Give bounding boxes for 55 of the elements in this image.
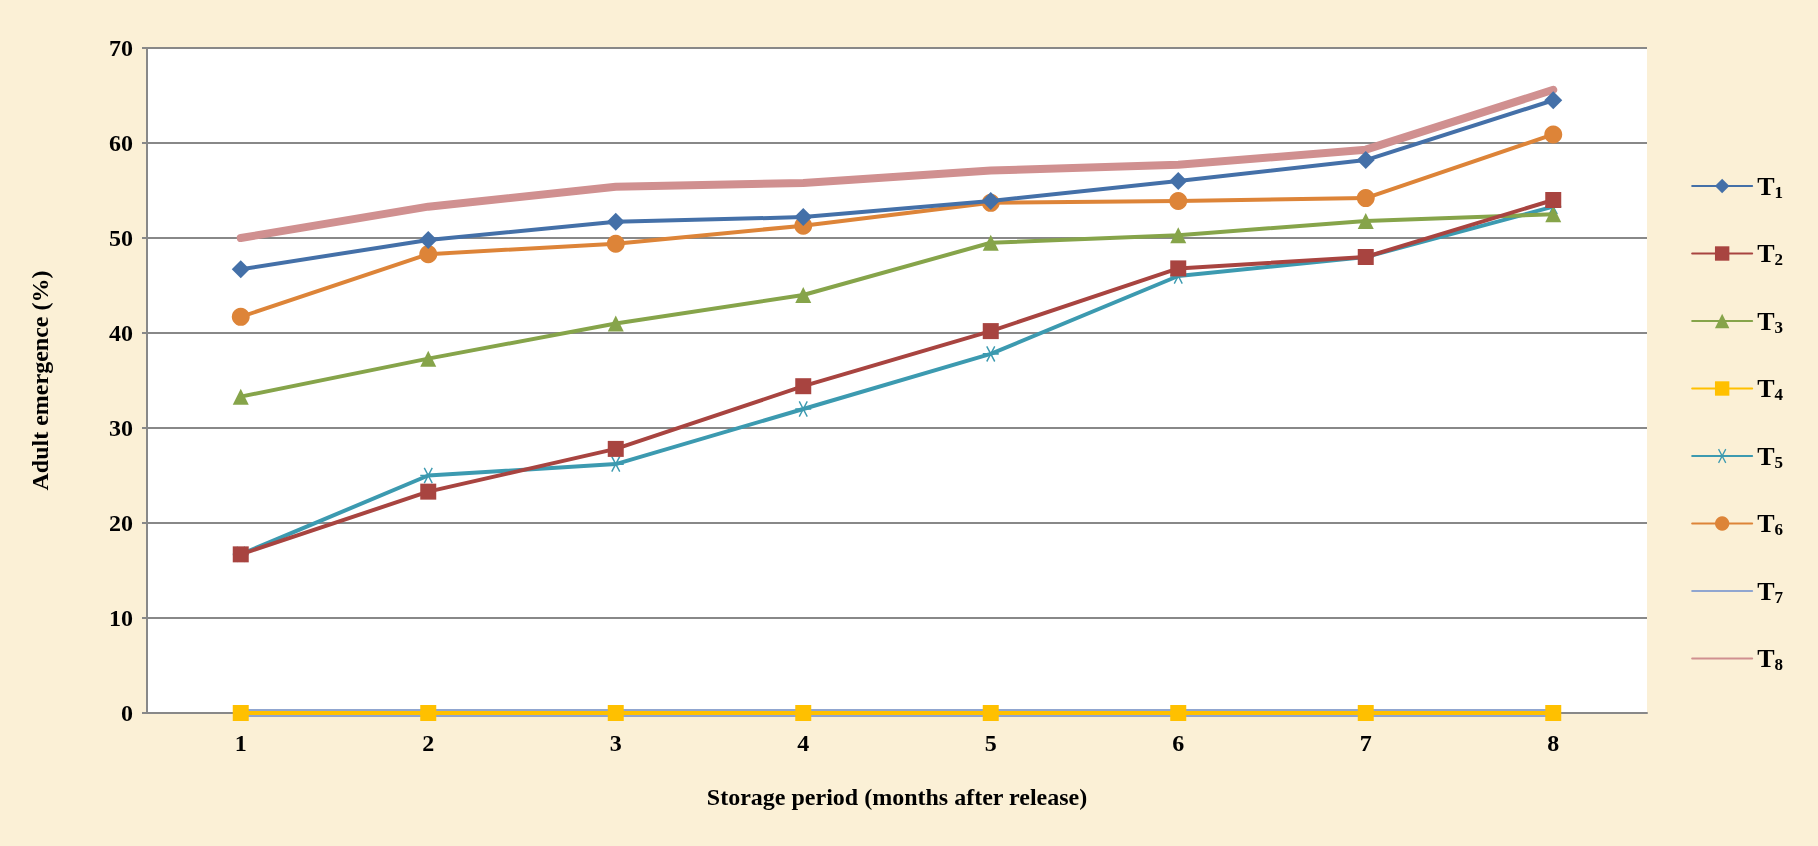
point [1544,91,1563,110]
x-tick-label: 4 [797,730,810,756]
point [1170,260,1187,277]
point [419,245,438,264]
y-tick-label: 20 [109,510,133,536]
x-tick-label: 7 [1359,730,1372,756]
point [1545,705,1562,721]
point [1545,192,1562,208]
y-tick-label: 10 [109,605,133,631]
point [1169,172,1188,190]
point [795,401,812,417]
point [1356,151,1375,170]
x-tick-label: 6 [1172,730,1185,756]
point [1170,705,1187,721]
point [982,705,999,721]
point [795,378,812,395]
x-tick-label: 5 [984,730,997,756]
point [607,315,624,332]
y-axis-title: Adult emergence (%) [27,270,53,491]
point [1544,125,1563,144]
x-axis-title: Storage period (months after release) [706,784,1088,810]
point [1169,191,1188,210]
point [1545,206,1562,223]
point [794,208,813,227]
point [1356,189,1375,208]
point [795,705,812,721]
point [1357,212,1374,229]
point [420,483,437,500]
y-tick-label: 30 [109,415,133,441]
point [1170,227,1187,244]
point [795,287,812,303]
point [232,705,249,721]
x-tick-label: 8 [1547,730,1560,756]
y-tick-label: 40 [109,320,133,346]
point [231,307,250,326]
point [232,388,249,405]
x-tick-label: 1 [234,730,247,756]
y-tick-label: 50 [109,225,133,251]
point [982,234,999,251]
y-tick-label: 60 [109,130,133,156]
y-tick-label: 70 [109,35,133,61]
x-tick-label: 2 [422,730,435,756]
point [1357,705,1374,721]
point [982,345,999,362]
point [420,350,437,367]
point [607,440,624,457]
point [420,705,437,721]
y-tick-label: 0 [121,700,133,726]
point [606,234,625,253]
point [607,705,624,721]
point [231,260,250,279]
point [419,230,438,249]
x-tick-label: 3 [609,730,622,756]
point [982,323,999,340]
point [606,212,625,231]
